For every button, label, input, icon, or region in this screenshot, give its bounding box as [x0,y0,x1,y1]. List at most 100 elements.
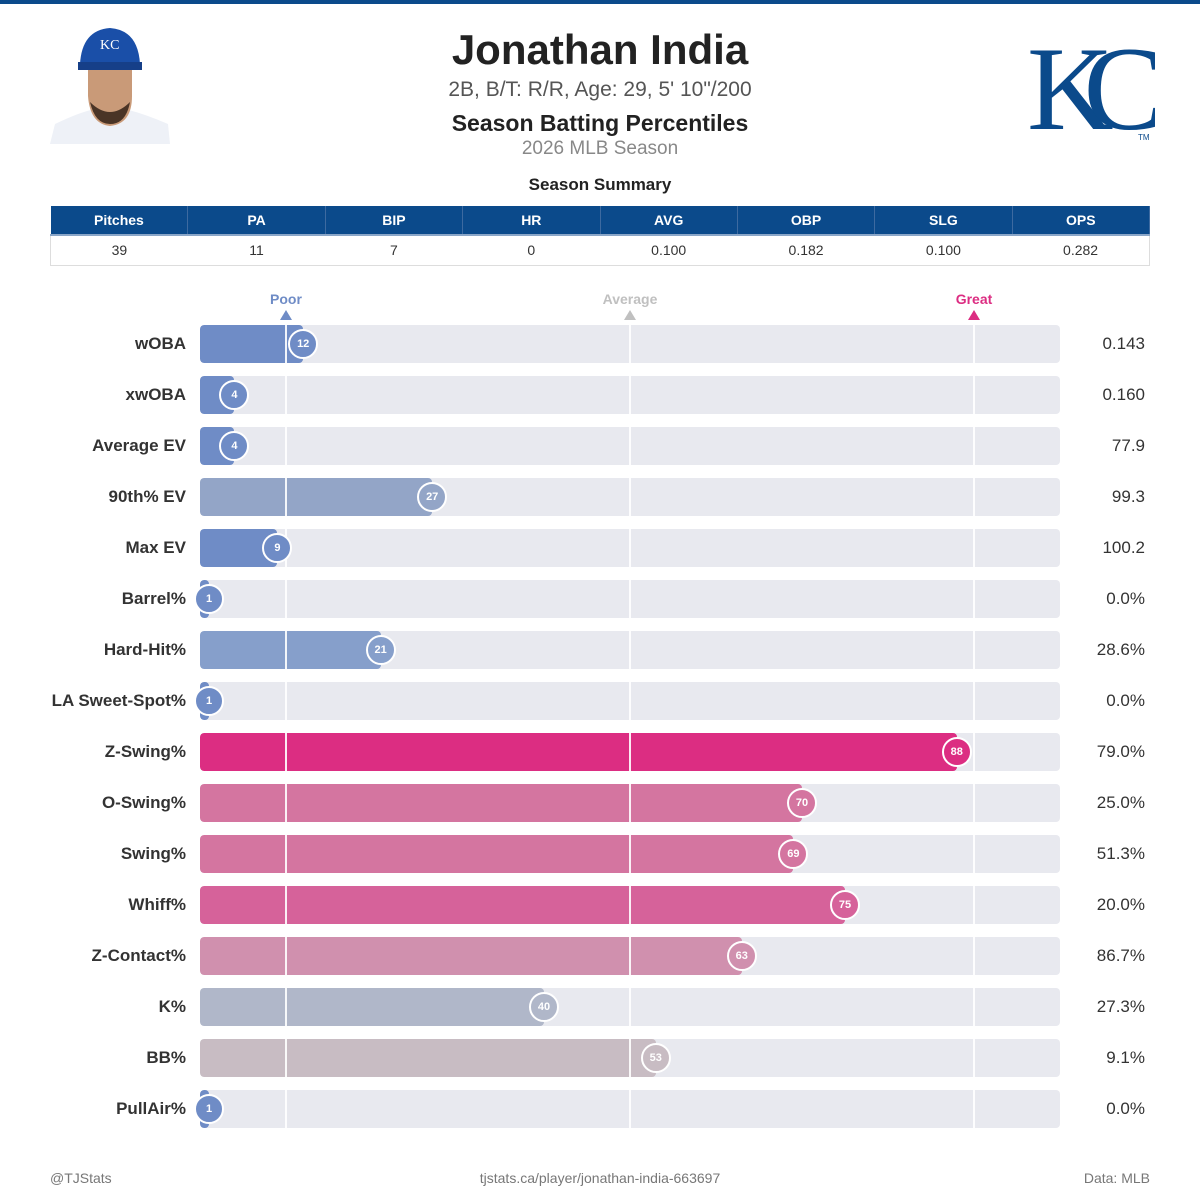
metric-label: Barrel% [121,589,186,608]
metric-value: 79.0% [1096,742,1145,761]
percentile-badge: 69 [778,839,809,869]
reference-line [285,988,287,1026]
reference-line [629,427,631,465]
reference-line [629,988,631,1026]
summary-header: OBP [737,206,876,235]
footer-url[interactable]: tjstats.ca/player/jonathan-india-663697 [479,1170,721,1186]
metric-label: wOBA [135,334,186,353]
reference-line [629,325,631,363]
reference-line [973,784,975,822]
reference-line [973,937,975,975]
reference-line [973,1090,975,1128]
svg-text:TM: TM [1138,133,1150,142]
player-photo: KC [50,24,170,144]
reference-line [973,376,975,414]
metric-row: Hard-Hit% 21 28.6% [0,631,1200,669]
reference-line [629,886,631,924]
bar-track [200,631,1060,669]
reference-line [285,325,287,363]
metric-row: Max EV 9 100.2 [0,529,1200,567]
metric-row: Barrel% 1 0.0% [0,580,1200,618]
footer-source: Data: MLB [1083,1170,1150,1186]
metric-value: 0.143 [1102,334,1145,353]
reference-line [285,376,287,414]
marker-label: Average [602,291,658,307]
marker-label: Great [955,291,993,307]
percentile-badge: 1 [194,686,224,716]
summary-header: AVG [600,206,738,235]
summary-value: 0.182 [737,234,875,266]
svg-text:KC: KC [1027,24,1155,144]
percentile-bar [200,835,794,873]
metric-value: 28.6% [1096,640,1145,659]
chart-title: Season Batting Percentiles [451,110,749,136]
summary-value: 0 [462,234,600,266]
metric-value: 9.1% [1106,1048,1145,1067]
percentile-bar [200,733,957,771]
reference-line [629,478,631,516]
reference-line [629,631,631,669]
summary-header: OPS [1012,206,1151,235]
metric-row: O-Swing% 70 25.0% [0,784,1200,822]
bar-track [200,733,1060,771]
reference-line [629,529,631,567]
reference-line [629,937,631,975]
bar-track [200,376,1060,414]
summary-value: 11 [187,234,326,266]
player-name: Jonathan India [451,26,749,73]
reference-line [973,631,975,669]
bar-track [200,1090,1060,1128]
percentile-bar [200,478,433,516]
marker-average: Average [590,291,670,320]
metric-label: Z-Contact% [91,946,186,965]
bar-track [200,988,1060,1026]
reference-line [285,937,287,975]
reference-line [973,1039,975,1077]
metric-row: xwOBA 4 0.160 [0,376,1200,414]
reference-line [629,580,631,618]
reference-line [285,1090,287,1128]
reference-line [973,427,975,465]
percentile-bar [200,1039,656,1077]
metric-row: LA Sweet-Spot% 1 0.0% [0,682,1200,720]
percentile-badge: 63 [726,941,757,971]
summary-header: SLG [874,206,1013,235]
reference-line [973,478,975,516]
metric-label: Max EV [125,538,186,557]
reference-line [285,580,287,618]
reference-line [629,1090,631,1128]
metric-row: wOBA 12 0.143 [0,325,1200,363]
metric-value: 86.7% [1096,946,1145,965]
percentile-badge: 1 [194,584,224,614]
marker-label: Poor [270,291,302,307]
metric-row: BB% 53 9.1% [0,1039,1200,1077]
summary-header: PA [187,206,326,235]
metric-label: Hard-Hit% [103,640,186,659]
triangle-icon [624,310,636,320]
reference-line [285,478,287,516]
bar-track [200,325,1060,363]
bar-track [200,835,1060,873]
metric-value: 25.0% [1096,793,1145,812]
metric-value: 77.9 [1111,436,1145,455]
percentile-bar [200,988,544,1026]
reference-line [973,835,975,873]
metric-label: Average EV [92,436,186,455]
metric-label: 90th% EV [108,487,186,506]
reference-line [629,376,631,414]
summary-value: 0.282 [1012,234,1151,266]
svg-text:KC: KC [100,38,119,53]
bar-track [200,937,1060,975]
metric-value: 27.3% [1096,997,1145,1016]
triangle-icon [280,310,292,320]
summary-header: Pitches [50,206,189,235]
season-label: 2026 MLB Season [521,138,679,159]
reference-line [973,988,975,1026]
reference-line [973,682,975,720]
metric-label: O-Swing% [101,793,186,812]
summary-table: Pitches PA BIP HR AVG OBP SLG OPS 39 11 7 0 0.100 0.1… [49,206,1151,266]
reference-line [973,529,975,567]
percentile-badge: 4 [219,431,250,461]
metric-label: xwOBA [125,385,186,404]
bar-track [200,529,1060,567]
